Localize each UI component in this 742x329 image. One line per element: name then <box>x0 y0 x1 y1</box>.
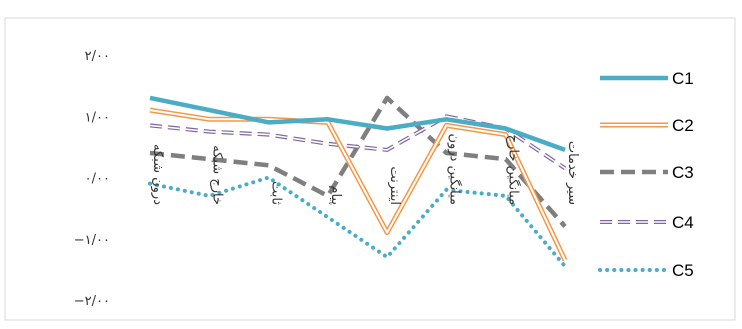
legend-label: C2 <box>672 116 694 135</box>
y-tick-label: ۰/۰۰ <box>85 172 110 187</box>
y-tick-label: −۲/۰۰ <box>74 294 110 309</box>
legend-label: C5 <box>672 261 694 280</box>
legend-item-c5: C5 <box>598 261 694 280</box>
y-tick-label: −۱/۰۰ <box>74 233 110 248</box>
x-category-label: میانگین خارج <box>506 135 522 205</box>
legend-label: C1 <box>672 69 694 88</box>
legend-item-c4: C4 <box>600 213 694 232</box>
x-category-label: میانگین درون <box>446 133 462 205</box>
x-category-label: درون شبکه <box>150 144 165 205</box>
x-category-label: سیر خدمات <box>565 141 580 205</box>
legend-item-c3: C3 <box>600 163 694 182</box>
x-category-label: ثابت <box>269 181 284 205</box>
series-line-c2-inner <box>149 109 566 261</box>
x-category-label: اینترنت <box>387 166 402 205</box>
legend-item-c2: C2 <box>600 116 694 135</box>
x-category-label: پیام <box>328 185 343 205</box>
series-lines <box>148 95 568 269</box>
legend-item-c1: C1 <box>600 69 694 88</box>
legend-label: C4 <box>672 213 694 232</box>
y-tick-label: ۱/۰۰ <box>85 110 110 125</box>
x-category-label: خارج شبکه <box>209 145 224 205</box>
series-line-c1 <box>149 95 566 153</box>
legend-label: C3 <box>672 163 694 182</box>
series-line-c4-inner <box>149 115 566 169</box>
y-tick-label: ۲/۰۰ <box>85 49 110 64</box>
chart-frame <box>4 17 736 321</box>
series-line-c5 <box>148 175 567 269</box>
